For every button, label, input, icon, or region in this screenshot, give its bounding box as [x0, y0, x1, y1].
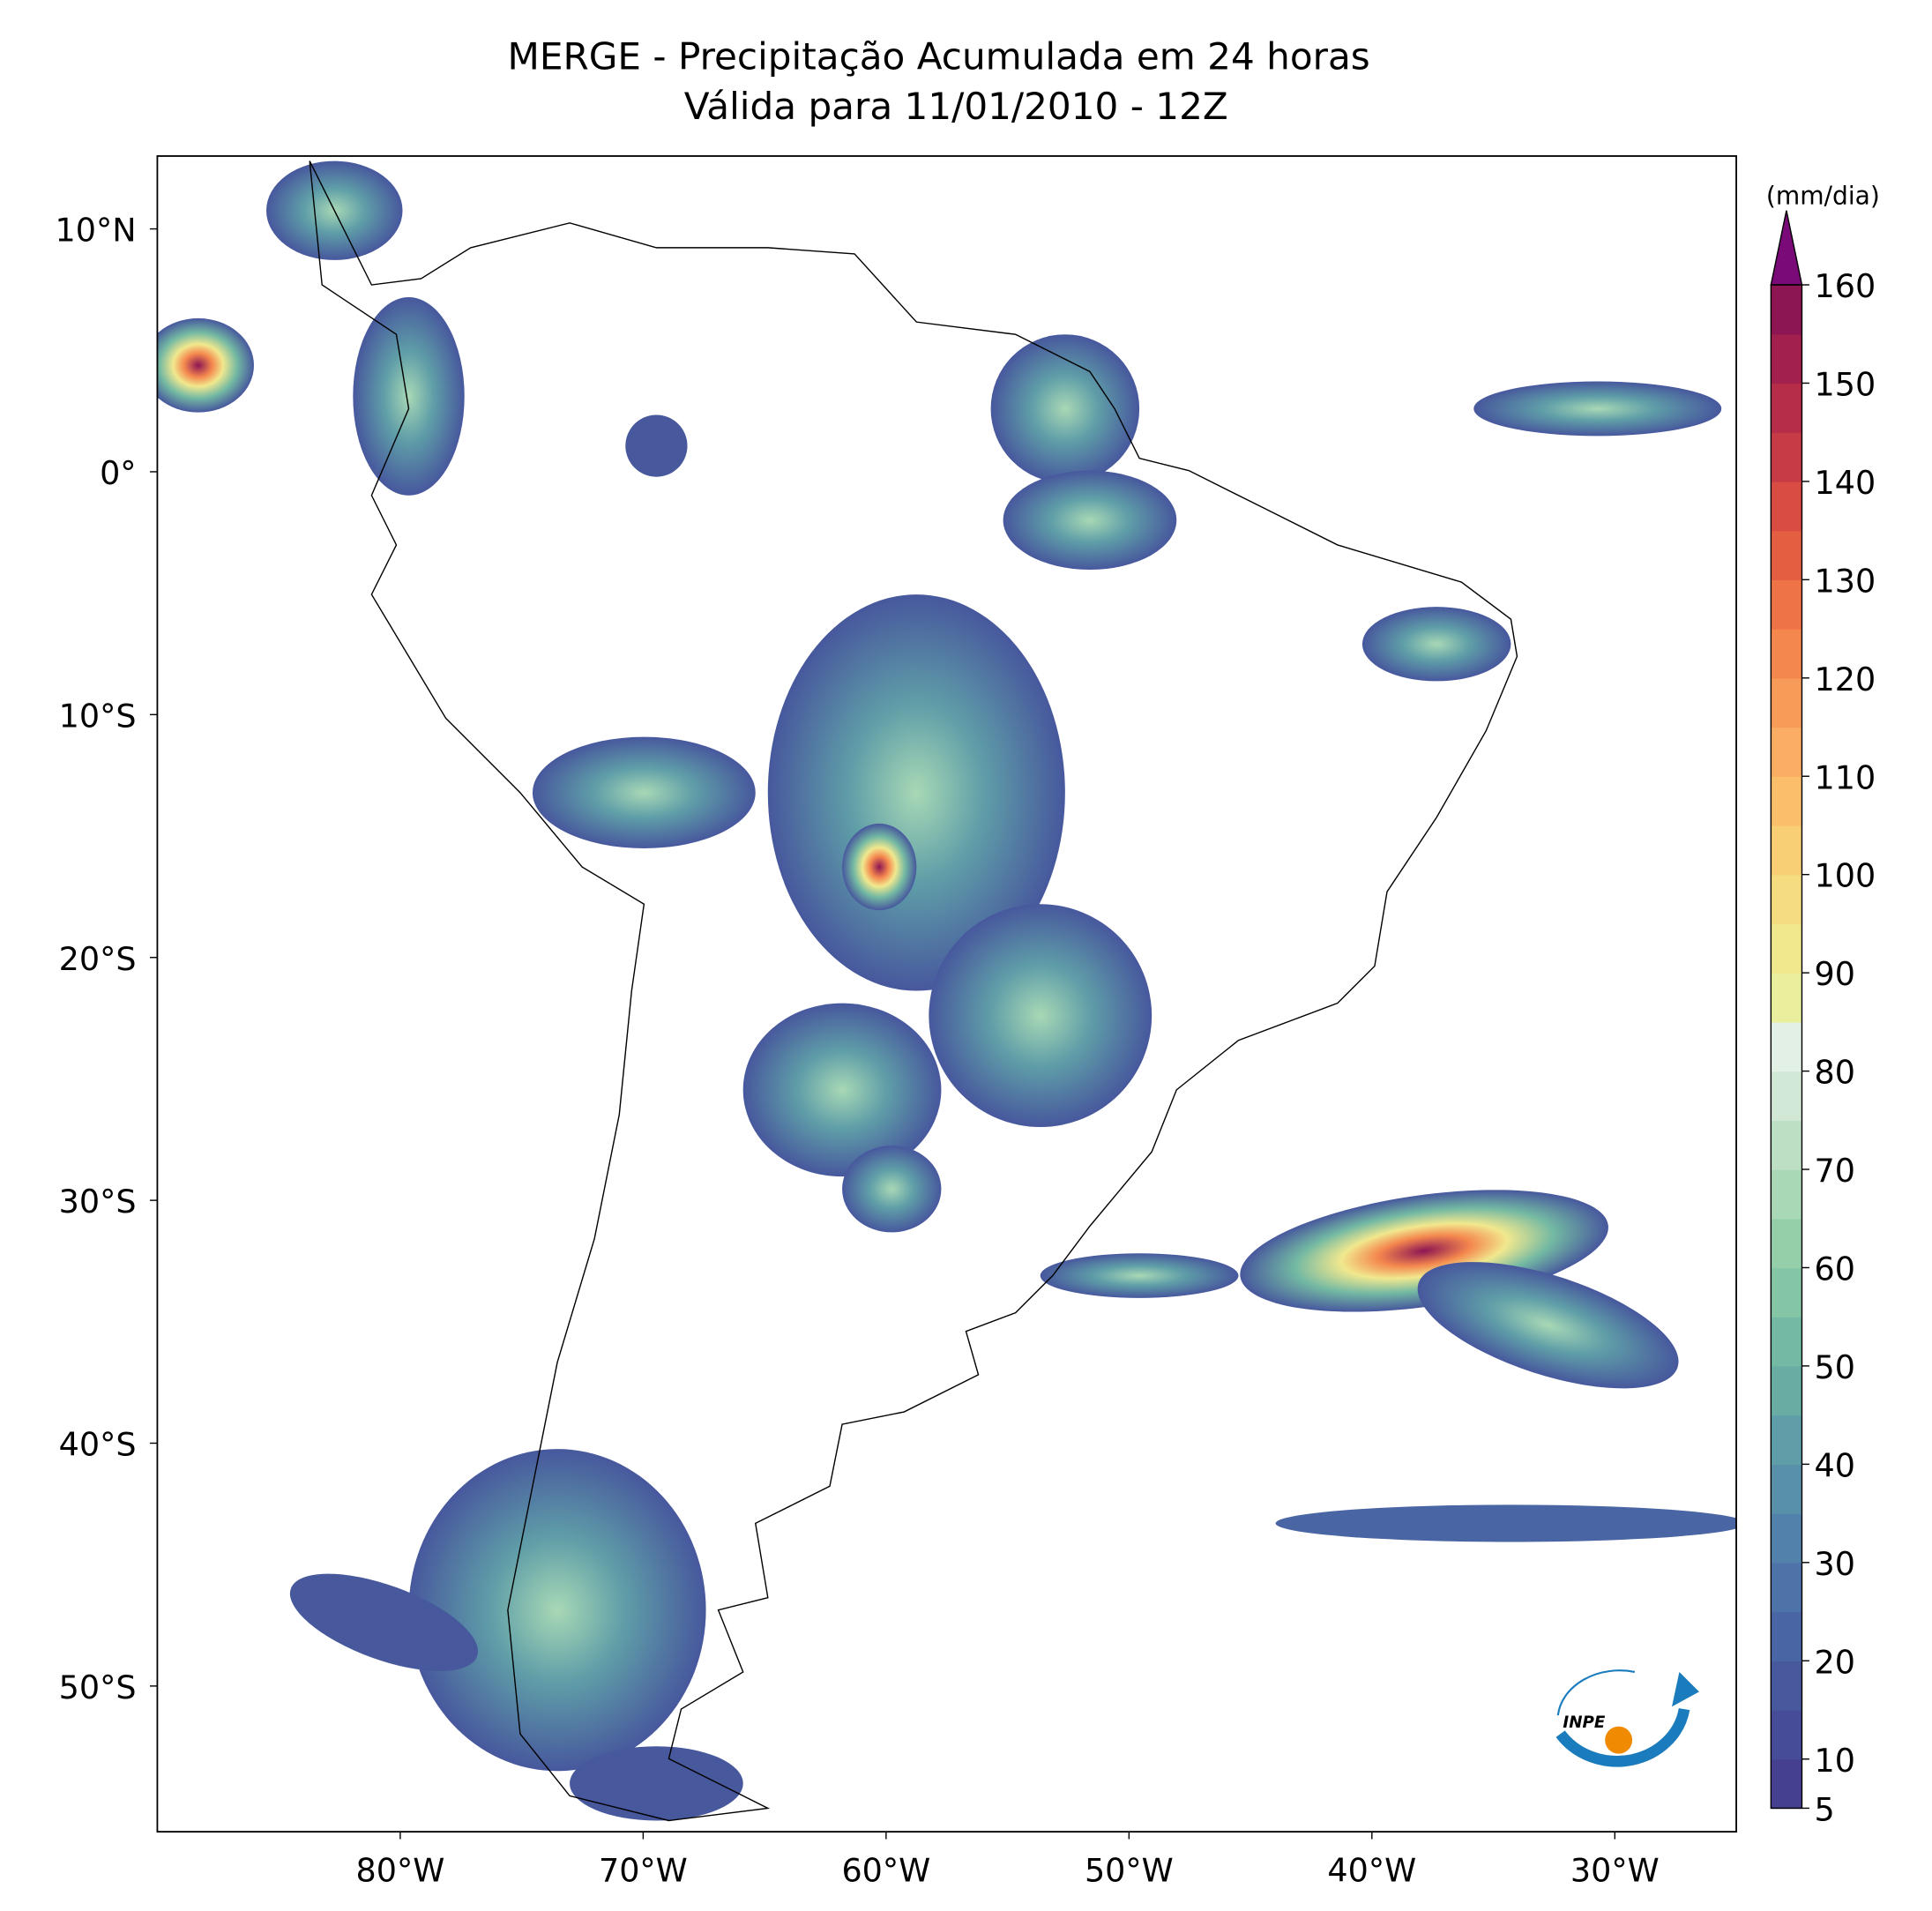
- colorbar-tick-label: 5: [1815, 1790, 1835, 1828]
- y-tick-label: 10°N: [56, 212, 137, 250]
- colorbar-band: [1771, 333, 1802, 384]
- map-subtitle: Válida para 11/01/2010 - 12Z: [684, 85, 1228, 128]
- y-tick-label: 20°S: [59, 940, 137, 978]
- colorbar-band: [1771, 579, 1802, 630]
- y-tick-label: 40°S: [59, 1426, 137, 1464]
- colorbar-band: [1771, 1021, 1802, 1072]
- colorbar-extend: [1770, 210, 1803, 286]
- colorbar-band: [1771, 285, 1802, 335]
- colorbar-band: [1771, 1661, 1802, 1711]
- colorbar-tick-label: 10: [1815, 1742, 1855, 1780]
- colorbar-band: [1771, 481, 1802, 532]
- inpe-logo: INPE: [1555, 1669, 1699, 1767]
- colorbar-band: [1771, 1415, 1802, 1466]
- x-tick-label: 70°W: [599, 1851, 688, 1889]
- colorbar-band: [1771, 1218, 1802, 1269]
- colorbar-tick-label: 50: [1815, 1348, 1855, 1386]
- x-tick-label: 40°W: [1327, 1851, 1416, 1889]
- colorbar-band: [1771, 629, 1802, 679]
- colorbar-tick-label: 130: [1815, 562, 1876, 600]
- colorbar-band: [1771, 1120, 1802, 1170]
- colorbar-band: [1771, 383, 1802, 433]
- map-title: MERGE - Precipitação Acumulada em 24 hor…: [507, 35, 1369, 78]
- colorbar-tick-label: 150: [1815, 366, 1876, 404]
- colorbar-tick-label: 30: [1815, 1545, 1855, 1583]
- colorbar-tick-label: 80: [1815, 1054, 1855, 1092]
- axes: 80°W 70°W 60°W 50°W 40°W 30°W 10°N 0° 10°S 20°S 30…: [56, 212, 1660, 1890]
- colorbar-band: [1771, 677, 1802, 728]
- colorbar-band: [1771, 727, 1802, 777]
- colorbar-tick-label: 70: [1815, 1152, 1855, 1190]
- colorbar-label: (mm/dia): [1766, 182, 1880, 211]
- y-tick-label: 50°S: [59, 1668, 137, 1706]
- colorbar-band: [1771, 1758, 1802, 1810]
- logo-text: INPE: [1563, 1713, 1605, 1732]
- colorbar-band: [1771, 1071, 1802, 1122]
- colorbar-band: [1771, 923, 1802, 974]
- x-tick-label: 80°W: [356, 1851, 445, 1889]
- colorbar-band: [1771, 874, 1802, 925]
- colorbar-band: [1771, 1317, 1802, 1367]
- colorbar-band: [1771, 1562, 1802, 1613]
- colorbar-band: [1771, 1464, 1802, 1514]
- colorbar-band: [1771, 1709, 1802, 1760]
- colorbar-band: [1771, 1169, 1802, 1220]
- colorbar-band: [1771, 1513, 1802, 1564]
- colorbar-tick-label: 90: [1815, 955, 1855, 993]
- map-frame: [156, 155, 1737, 1833]
- colorbar-tick-label: 110: [1815, 758, 1876, 796]
- colorbar-tick-label: 100: [1815, 857, 1876, 895]
- colorbar-frame: [1770, 284, 1803, 1810]
- colorbar: 5 10 20 30 40 50 60 70 80 90 100 110 120 130 140 150 160: [1770, 210, 1876, 1828]
- precip-field: [157, 160, 1737, 1821]
- y-tick-label: 10°S: [59, 697, 137, 735]
- colorbar-band: [1771, 530, 1802, 581]
- y-tick-label: 30°S: [59, 1183, 137, 1221]
- colorbar-tick-label: 20: [1815, 1643, 1855, 1681]
- colorbar-tick-label: 160: [1815, 267, 1876, 305]
- colorbar-tick-label: 140: [1815, 464, 1876, 502]
- colorbar-band: [1771, 432, 1802, 482]
- colorbar-band: [1771, 1365, 1802, 1416]
- colorbar-band: [1771, 1611, 1802, 1661]
- colorbar-tick-label: 60: [1815, 1250, 1855, 1288]
- colorbar-band: [1771, 776, 1802, 826]
- colorbar-tick-label: 40: [1815, 1446, 1855, 1484]
- colorbar-band: [1771, 973, 1802, 1023]
- x-tick-label: 30°W: [1570, 1851, 1660, 1889]
- x-tick-label: 50°W: [1085, 1851, 1174, 1889]
- colorbar-tick-label: 120: [1815, 661, 1876, 698]
- y-tick-label: 0°: [100, 454, 136, 492]
- x-tick-label: 60°W: [841, 1851, 930, 1889]
- colorbar-band: [1771, 825, 1802, 876]
- colorbar-band: [1771, 1267, 1802, 1318]
- coastline: [309, 160, 1518, 1822]
